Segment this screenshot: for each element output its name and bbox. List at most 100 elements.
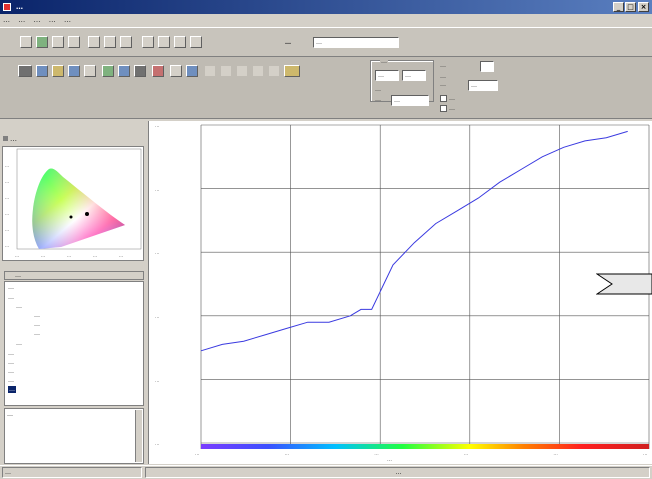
minimize-button[interactable]: _: [613, 2, 624, 12]
overlay-icon[interactable]: [118, 65, 130, 77]
arrow-icon: [595, 273, 652, 295]
new-icon[interactable]: [20, 36, 32, 48]
open-icon[interactable]: [36, 36, 48, 48]
export-icon[interactable]: [186, 65, 198, 77]
right-spin[interactable]: [480, 61, 494, 72]
cie-panel-title: …: [3, 135, 17, 143]
first-icon[interactable]: [142, 36, 154, 48]
check-1-label: …: [449, 95, 455, 102]
tool-a-icon[interactable]: [204, 65, 216, 77]
checkbox-icon[interactable]: [440, 95, 447, 102]
y-tick-label: …: [155, 124, 160, 129]
tree-item-10-degree[interactable]: …: [16, 340, 22, 347]
tree-item-cri[interactable]: …: [8, 377, 14, 384]
mode-select[interactable]: …: [313, 37, 399, 48]
control-field-b[interactable]: …: [391, 95, 429, 106]
menu-edit[interactable]: …: [18, 16, 26, 24]
check-1[interactable]: …: [440, 95, 455, 102]
cie-x-tick: …: [119, 253, 123, 258]
status-message: …: [145, 467, 650, 478]
cie-point-2: [85, 212, 89, 216]
record-icon[interactable]: [152, 65, 164, 77]
menu-file[interactable]: …: [3, 16, 10, 24]
y-tick-label: …: [155, 188, 160, 193]
maximize-button[interactable]: □: [625, 2, 636, 12]
tool-e-icon[interactable]: [268, 65, 280, 77]
title-bar: … _ □ ×: [0, 0, 652, 14]
cie-gamut-shade: [32, 168, 125, 249]
spectrum-plot[interactable]: … … … … … … … … … … … … …: [148, 121, 652, 464]
tool-c-icon[interactable]: [236, 65, 248, 77]
menu-window[interactable]: …: [48, 16, 56, 24]
tree-header[interactable]: …: [4, 271, 144, 280]
tree-item-cie1931[interactable]: …: [8, 294, 14, 301]
tool-b-icon[interactable]: [220, 65, 232, 77]
cie-y-tick: …: [5, 243, 9, 248]
table-icon[interactable]: [68, 65, 80, 77]
close-button[interactable]: ×: [638, 2, 649, 12]
spectrum-icon[interactable]: [36, 65, 48, 77]
y-tick-label: …: [155, 251, 160, 256]
right-label-3: …: [440, 81, 446, 88]
menu-help[interactable]: …: [63, 16, 71, 24]
status-left: …: [2, 467, 142, 478]
control-label-a: …: [375, 86, 381, 93]
tree-item-2-degree[interactable]: …: [16, 303, 22, 310]
y-tick-label: …: [155, 315, 160, 320]
right-label-1: …: [440, 62, 446, 69]
print-icon[interactable]: [68, 36, 80, 48]
results-tree: … … … … … … … … … … … …: [4, 281, 144, 406]
x-tick-label: …: [643, 452, 648, 457]
menu-view[interactable]: …: [33, 16, 41, 24]
right-field[interactable]: …: [468, 80, 498, 91]
tree-item-lab[interactable]: …: [8, 368, 14, 375]
tree-item-x-value: …: [34, 312, 40, 319]
cie-diagram-svg: … … … … … … … … … … …: [5, 148, 142, 258]
cie-y-tick: …: [5, 195, 9, 200]
tree-item-selected[interactable]: …: [8, 386, 16, 393]
zoom-icon[interactable]: [84, 65, 96, 77]
tree-item-cie1976[interactable]: …: [8, 359, 14, 366]
spin-1-input[interactable]: …: [375, 70, 399, 81]
cie-diagram: … … … … … … … … … … …: [2, 146, 144, 261]
chart-icon[interactable]: [52, 65, 64, 77]
settings-icon[interactable]: [170, 65, 182, 77]
checkbox-icon[interactable]: [440, 105, 447, 112]
main-toolbar: … …: [0, 27, 652, 57]
note-text: …: [7, 411, 13, 418]
tool-d-icon[interactable]: [252, 65, 264, 77]
paste-icon[interactable]: [120, 36, 132, 48]
note-box[interactable]: …: [4, 408, 144, 464]
x-tick-label: …: [285, 452, 290, 457]
last-icon[interactable]: [190, 36, 202, 48]
cie-x-tick: …: [41, 253, 45, 258]
cie-x-tick: …: [15, 253, 19, 258]
cut-icon[interactable]: [88, 36, 100, 48]
app-icon: [3, 3, 11, 11]
x-tick-label: …: [553, 452, 558, 457]
note-scrollbar[interactable]: [135, 410, 142, 462]
check-2[interactable]: …: [440, 105, 455, 112]
cie-y-tick: …: [5, 227, 9, 232]
previous-icon[interactable]: [158, 36, 170, 48]
color-icon[interactable]: [102, 65, 114, 77]
measure-icon[interactable]: [18, 65, 32, 77]
next-icon[interactable]: [174, 36, 186, 48]
cie-panel-title-text: …: [10, 135, 17, 143]
spin-2-input[interactable]: …: [402, 70, 426, 81]
save-icon[interactable]: [52, 36, 64, 48]
y-tick-labels: ………………: [155, 124, 160, 447]
report-icon[interactable]: [284, 65, 300, 77]
x-tick-label: …: [464, 452, 469, 457]
calibrate-icon[interactable]: [134, 65, 146, 77]
x-tick-labels: ………………: [195, 452, 648, 457]
window-title: …: [16, 3, 23, 11]
tree-item-radiation[interactable]: …: [8, 284, 14, 291]
check-2-label: …: [449, 105, 455, 112]
tree-item-cie1960[interactable]: …: [8, 350, 14, 357]
spectrum-color-bar: [201, 444, 649, 449]
integration-group-title: …: [380, 58, 388, 65]
mode-label: …: [285, 39, 291, 46]
copy-icon[interactable]: [104, 36, 116, 48]
x-axis-label: …: [387, 457, 392, 463]
